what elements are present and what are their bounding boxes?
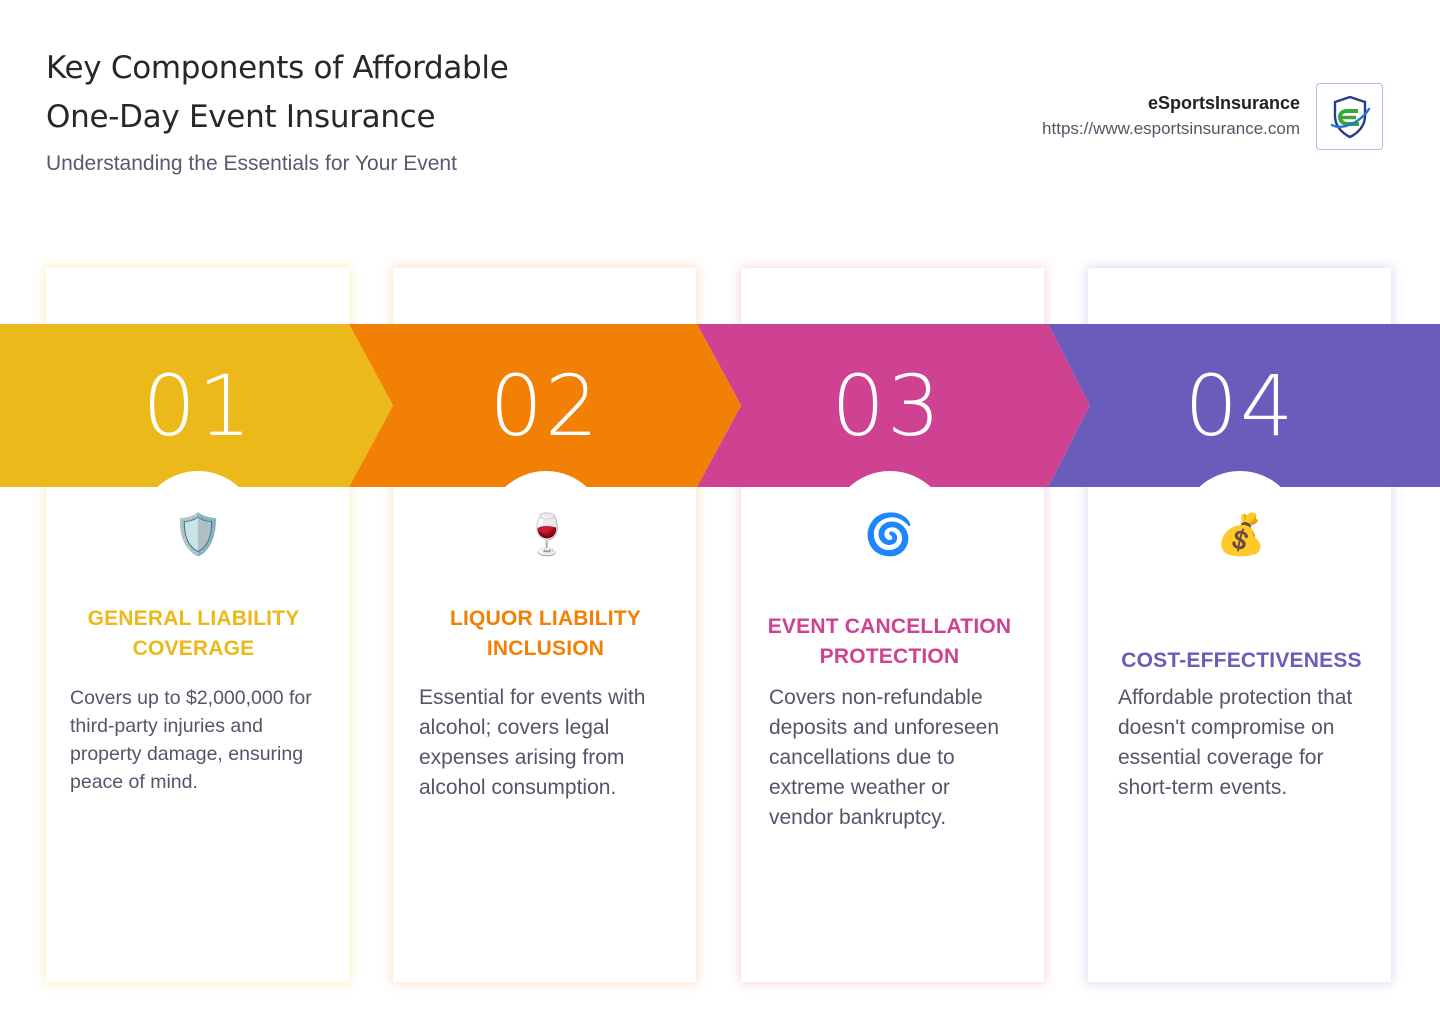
step-title-1: GENERAL LIABILITY COVERAGE — [87, 607, 300, 660]
page-title-line-1: Key Components of Affordable — [46, 50, 509, 86]
brand-block: eSportsInsurance https://www.esportsinsu… — [1042, 90, 1300, 142]
step-number-2: 02 — [489, 356, 601, 455]
brand-name: eSportsInsurance — [1147, 93, 1300, 113]
step-arrow-1 — [0, 324, 393, 487]
step-text-4: Affordable protection that doesn't compr… — [1118, 686, 1353, 799]
money-bag-icon: 💰 — [1216, 512, 1266, 557]
brand-logo — [1316, 83, 1383, 150]
shield-icon: 🛡️ — [173, 512, 223, 557]
brand-url[interactable]: https://www.esportsinsurance.com — [1042, 119, 1300, 138]
wine-glass-icon: 🍷 — [522, 512, 572, 557]
step-title-3: EVENT CANCELLATION PROTECTION — [767, 615, 1012, 668]
step-text-1: Covers up to $2,000,000 for third-party … — [70, 687, 312, 793]
step-text-2: Essential for events with alcohol; cover… — [419, 686, 646, 799]
step-number-4: 04 — [1184, 356, 1296, 455]
step-arrow-2 — [349, 324, 741, 487]
step-number-1: 01 — [142, 356, 254, 455]
step-arrow-band — [0, 324, 1440, 487]
step-number-3: 03 — [831, 356, 943, 455]
step-title-4: COST-EFFECTIVENESS — [1121, 649, 1362, 672]
page-subtitle: Understanding the Essentials for Your Ev… — [46, 152, 457, 175]
cyclone-icon: 🌀 — [864, 512, 914, 557]
step-title-2: LIQUOR LIABILITY INCLUSION — [449, 607, 642, 660]
step-arrow-3 — [697, 324, 1090, 487]
shield-e-logo-icon — [1330, 95, 1370, 138]
page-title-line-2: One-Day Event Insurance — [46, 99, 436, 135]
step-text-3: Covers non-refundable deposits and unfor… — [769, 686, 1000, 829]
step-arrow-4 — [1048, 324, 1440, 487]
page-title: Key Components of Affordable One-Day Eve… — [46, 44, 606, 142]
